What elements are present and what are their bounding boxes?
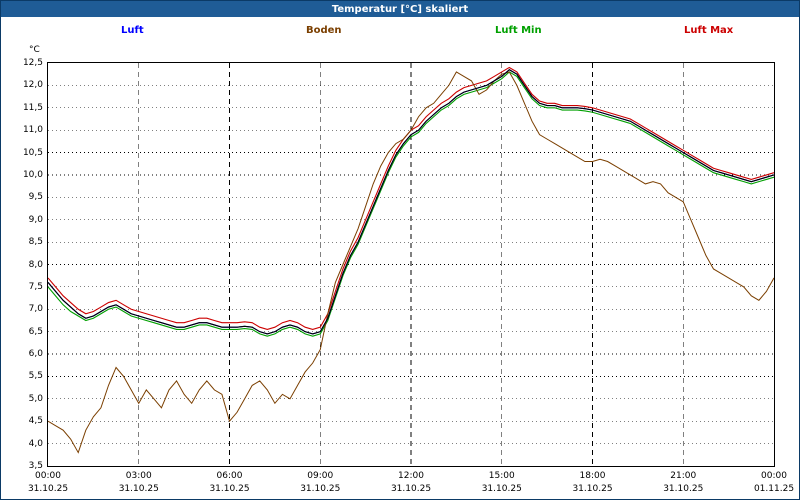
plot-area-wrapper: Luft Boden Luft Min Luft Max °C 3,5 4,0 4,5 5,… [1,17,799,499]
y-tick-label: 5,5 [28,371,43,382]
y-tick-label: 8,5 [28,237,43,248]
y-tick-label: 10,5 [22,147,43,158]
window-titlebar: Temperatur [°C] skaliert [1,1,799,17]
x-tick-date: 31.10.25 [663,484,704,494]
y-tick-label: 11,5 [22,102,43,113]
x-tick-time: 03:00 [125,471,152,481]
y-tick-label: 12,0 [22,80,43,91]
legend-item-luft-max: Luft Max [684,25,734,36]
y-tick-label: 7,5 [28,281,43,292]
y-tick-label: 10,0 [22,169,43,180]
y-tick-label: 4,5 [28,416,43,427]
y-tick-label: 11,0 [22,125,43,136]
y-tick-label: 8,0 [28,259,43,270]
x-tick-date: 31.10.25 [300,484,341,494]
y-tick-label: 5,0 [28,393,43,404]
legend-item-luft-min: Luft Min [495,25,542,36]
y-axis-label: °C [29,45,40,55]
y-tick-label: 3,5 [28,461,43,471]
x-tick-date: 31.10.25 [118,484,159,494]
x-tick-date: 31.10.25 [209,484,250,494]
chart-svg [48,63,774,466]
y-tick-label: 6,5 [28,326,43,337]
x-tick-date: 31.10.25 [390,484,432,494]
y-tick-label: 4,0 [28,438,43,449]
x-tick-date: 31.10.25 [27,484,69,494]
y-tick-label: 12,5 [22,58,43,68]
y-tick-label: 9,5 [28,192,43,203]
x-tick-time: 00:00 [35,471,61,481]
x-tick-time: 12:00 [398,471,424,481]
legend-item-boden: Boden [306,25,342,36]
x-tick-time: 15:00 [488,471,515,481]
x-tick-time: 21:00 [670,471,697,481]
x-tick-time: 06:00 [216,471,243,481]
legend-item-luft: Luft [121,25,144,36]
y-tick-label: 6,0 [28,349,43,360]
y-tick-label: 9,0 [28,214,43,225]
x-tick-time: 00:00 [761,471,787,481]
x-tick-date: 01.11.25 [753,484,795,494]
x-tick-time: 18:00 [579,471,606,481]
x-tick-time: 09:00 [307,471,334,481]
x-tick-date: 31.10.25 [481,484,522,494]
plot-canvas [47,62,775,467]
window-title: Temperatur [°C] skaliert [331,3,469,15]
x-tick-date: 31.10.25 [572,484,613,494]
y-tick-label: 7,0 [28,304,43,315]
